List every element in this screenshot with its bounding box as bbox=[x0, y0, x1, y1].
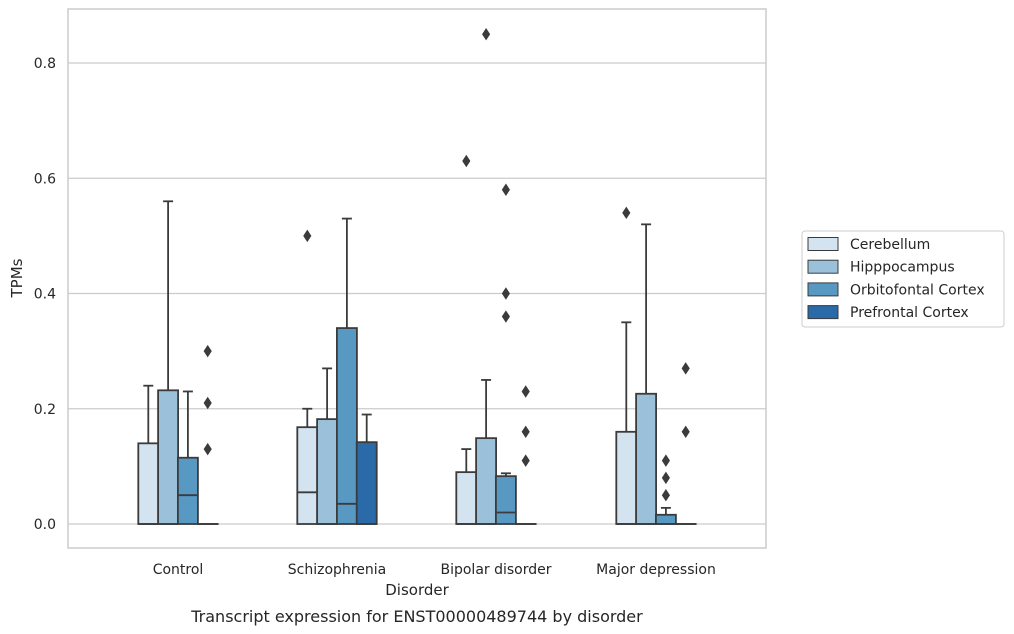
box-group bbox=[475, 27, 498, 525]
legend-item: Orbitofontal Cortex bbox=[807, 282, 985, 298]
box bbox=[655, 513, 677, 525]
x-tick-label: Schizophrenia bbox=[288, 562, 386, 578]
y-tick-label: 0.6 bbox=[34, 171, 56, 187]
box-group bbox=[355, 413, 378, 525]
outlier-point bbox=[661, 488, 670, 502]
box-group bbox=[316, 367, 339, 525]
outlier-point bbox=[303, 229, 312, 243]
outlier-point bbox=[521, 454, 530, 467]
outlier-point bbox=[203, 396, 212, 410]
y-tick-label: 0.8 bbox=[34, 56, 56, 72]
box bbox=[137, 442, 160, 525]
y-tick-label: 0.2 bbox=[34, 402, 56, 418]
legend-label: Cerebellum bbox=[850, 237, 930, 253]
box-group bbox=[335, 217, 358, 525]
outlier-point bbox=[501, 183, 510, 197]
box-group bbox=[494, 183, 517, 525]
outlier-point bbox=[622, 206, 631, 220]
box bbox=[335, 327, 358, 525]
outlier-point bbox=[681, 362, 690, 375]
chart-title: Transcript expression for ENST0000048974… bbox=[190, 607, 643, 626]
legend-item: Cerebellum bbox=[807, 237, 930, 253]
box-group bbox=[655, 454, 677, 525]
box bbox=[475, 437, 498, 525]
legend-item: Hipppocampus bbox=[807, 259, 955, 276]
x-axis-title: Disorder bbox=[385, 581, 449, 599]
y-axis-title: TPMs bbox=[8, 258, 26, 298]
x-tick-label: Control bbox=[153, 562, 204, 578]
x-tick-label: Bipolar disorder bbox=[440, 562, 551, 578]
legend-label: Prefrontal Cortex bbox=[850, 305, 969, 321]
outlier-point bbox=[501, 310, 510, 323]
box-group bbox=[514, 385, 537, 525]
box bbox=[296, 426, 319, 525]
legend-label: Orbitofontal Cortex bbox=[850, 282, 985, 298]
x-axis-ticks: Control Schizophrenia Bipolar disorder Majo… bbox=[153, 562, 716, 578]
box-group bbox=[296, 229, 319, 525]
legend-items: Cerebellum Hipppocampus Orbitofontal Corte… bbox=[807, 237, 985, 321]
box bbox=[316, 418, 339, 525]
box-group bbox=[196, 344, 219, 525]
y-axis-ticks: 0.0 0.2 0.4 0.6 0.8 bbox=[34, 56, 56, 533]
y-tick-label: 0.0 bbox=[34, 517, 56, 533]
box bbox=[494, 475, 517, 525]
box bbox=[635, 392, 657, 525]
outlier-point bbox=[661, 471, 670, 485]
legend: Cerebellum Hipppocampus Orbitofontal Corte… bbox=[801, 230, 1005, 328]
box-group bbox=[674, 362, 697, 525]
outlier-point bbox=[681, 425, 690, 439]
plot-frame bbox=[67, 8, 767, 549]
outlier-point bbox=[203, 344, 212, 358]
box-group bbox=[635, 223, 657, 525]
legend-swatch bbox=[807, 305, 839, 320]
box bbox=[157, 389, 180, 525]
box bbox=[615, 430, 638, 525]
legend-item: Prefrontal Cortex bbox=[807, 305, 969, 321]
legend-label: Hipppocampus bbox=[850, 260, 955, 276]
outlier-point bbox=[462, 154, 471, 168]
outlier-point bbox=[501, 287, 510, 300]
legend-swatch bbox=[807, 282, 839, 297]
legend-frame bbox=[801, 230, 1005, 328]
boxes bbox=[137, 27, 697, 525]
box-group bbox=[176, 390, 199, 525]
legend-swatch bbox=[807, 237, 839, 251]
box-group bbox=[615, 206, 638, 525]
box bbox=[176, 456, 199, 525]
outlier-point bbox=[203, 442, 212, 456]
box-group bbox=[455, 154, 478, 525]
outlier-point bbox=[521, 425, 530, 439]
box bbox=[355, 441, 378, 525]
y-tick-label: 0.4 bbox=[34, 287, 56, 303]
x-tick-label: Major depression bbox=[596, 562, 716, 578]
outlier-point bbox=[521, 385, 530, 398]
box-group bbox=[157, 200, 180, 525]
outlier-point bbox=[661, 454, 670, 467]
legend-swatch bbox=[807, 259, 839, 274]
outlier-point bbox=[482, 27, 491, 41]
box bbox=[455, 471, 478, 525]
box-group bbox=[137, 384, 160, 525]
